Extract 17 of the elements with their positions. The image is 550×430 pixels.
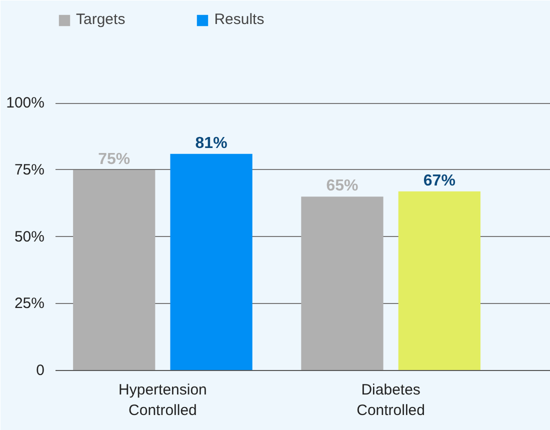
y-tick-label: 50% <box>14 228 45 246</box>
y-tick-label: 75% <box>14 161 45 178</box>
bar <box>301 196 384 370</box>
y-tick-label: 25% <box>14 295 45 312</box>
y-tick-label: 0 <box>36 362 44 379</box>
legend-label: Targets <box>76 11 126 28</box>
data-label: 65% <box>326 178 358 195</box>
data-label: 81% <box>195 134 228 152</box>
bar <box>170 154 252 370</box>
legend-label: Results <box>214 11 264 28</box>
x-tick-label: Diabetes Controlled <box>356 382 426 419</box>
data-label: 75% <box>98 150 130 168</box>
bar <box>73 170 156 370</box>
bar <box>398 191 480 370</box>
data-label: 67% <box>423 172 456 190</box>
y-tick-label: 100% <box>6 94 45 112</box>
x-tick-label: Hypertension Controlled <box>118 382 207 419</box>
